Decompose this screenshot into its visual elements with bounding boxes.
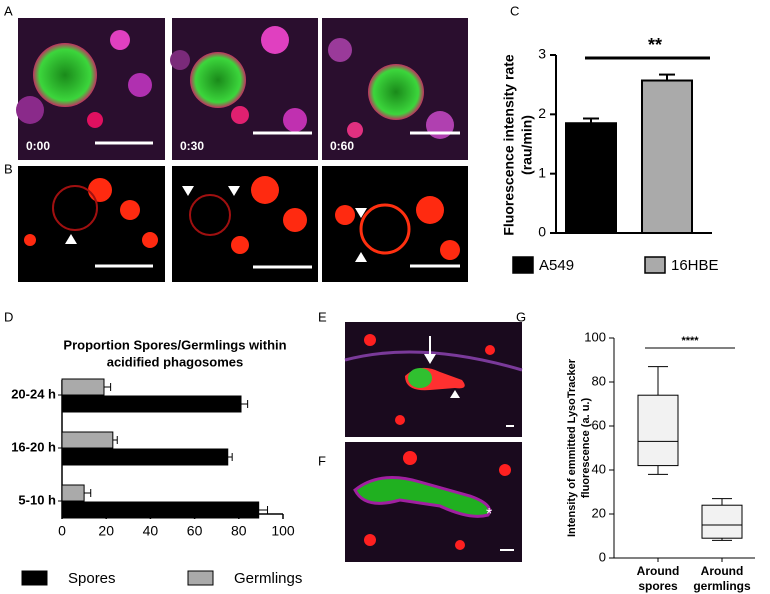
timestamp: 0:60: [330, 139, 354, 153]
timestamp: 0:00: [26, 139, 50, 153]
bar: [565, 122, 617, 234]
x-tick-label: 100: [271, 523, 295, 539]
y-axis-label: Fluorescence intensity rate: [501, 54, 517, 236]
legend-label: A549: [539, 257, 574, 274]
y-tick-label: 100: [584, 329, 606, 344]
bar: [61, 484, 85, 502]
x-tick-label: Around: [701, 564, 744, 578]
chart-title: acidified phagosomes: [107, 354, 244, 369]
y-tick-label: 40: [592, 461, 606, 476]
legend-label: Spores: [68, 570, 116, 587]
x-tick-label: germlings: [693, 579, 751, 593]
legend-swatch: [644, 256, 666, 274]
bar: [61, 395, 242, 413]
bar: [61, 431, 114, 449]
bar: [61, 448, 229, 466]
asterisk-marker: *: [486, 506, 492, 523]
y-axis-label: (rau/min): [519, 115, 535, 175]
x-tick-label: spores: [638, 579, 678, 593]
box: [701, 504, 743, 539]
x-tick-label: 0: [58, 523, 66, 539]
y-tick-label: 1: [538, 164, 546, 180]
timestamp: 0:30: [180, 139, 204, 153]
y-tick-label: 20-24 h: [11, 386, 56, 401]
y-axis-label: fluorescence (a. u.): [580, 398, 592, 499]
y-tick-label: 60: [592, 417, 606, 432]
panel-label: E: [318, 309, 327, 324]
x-tick-label: 20: [98, 523, 114, 539]
chart-title: Proportion Spores/Germlings within: [63, 337, 286, 352]
legend-swatch: [187, 570, 214, 586]
y-tick-label: 16-20 h: [11, 439, 56, 454]
y-tick-label: 80: [592, 373, 606, 388]
x-tick-label: 80: [231, 523, 247, 539]
legend-swatch: [21, 570, 48, 586]
image-f: *: [345, 442, 522, 562]
bar: [61, 501, 260, 519]
panel-label: A: [4, 3, 13, 18]
y-tick-label: 3: [538, 46, 546, 62]
y-tick-label: 20: [592, 505, 606, 520]
legend-label: 16HBE: [671, 257, 719, 274]
bar: [641, 79, 693, 234]
image-e: [344, 322, 523, 437]
panel-label: B: [4, 161, 13, 176]
panel-label: G: [516, 309, 526, 324]
x-tick-label: 40: [143, 523, 159, 539]
panel-label: F: [318, 453, 326, 468]
panel-label: C: [510, 3, 519, 18]
y-tick-label: 0: [538, 224, 546, 240]
bar: [61, 378, 105, 396]
significance-label: **: [648, 35, 662, 55]
y-tick-label: 0: [599, 549, 606, 564]
legend-swatch: [512, 256, 534, 274]
legend-label: Germlings: [234, 570, 302, 587]
y-tick-label: 5-10 h: [18, 492, 56, 507]
image-row-b: [18, 166, 468, 282]
x-tick-label: Around: [637, 564, 680, 578]
y-axis-label: Intensity of emmitted LysoTracker: [566, 358, 578, 537]
box: [637, 394, 679, 467]
image-row-a: 0:00 0:30 0:60: [16, 18, 468, 160]
y-tick-label: 2: [538, 105, 546, 121]
significance-label: ****: [681, 335, 699, 347]
x-tick-label: 60: [187, 523, 203, 539]
panel-label: D: [4, 309, 13, 324]
